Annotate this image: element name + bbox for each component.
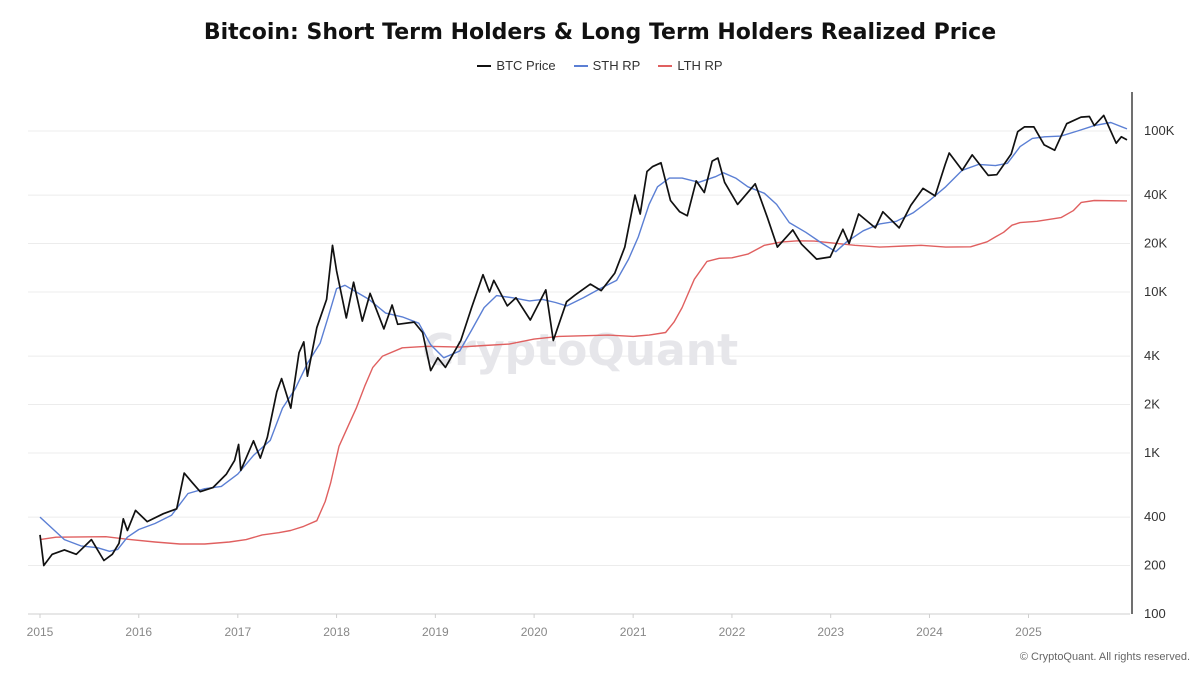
y-tick-label: 40K (1144, 187, 1167, 202)
x-tick-label: 2021 (620, 625, 647, 639)
y-tick-label: 4K (1144, 348, 1160, 363)
x-tick-label: 2017 (224, 625, 251, 639)
legend-swatch-sth-rp (573, 64, 588, 67)
y-tick-label: 20K (1144, 236, 1167, 251)
chart-legend: BTC Price STH RP LTH RP (0, 58, 1200, 73)
chart-title: Bitcoin: Short Term Holders & Long Term … (203, 20, 997, 45)
x-tick-label: 2023 (817, 625, 844, 639)
x-tick-label: 2016 (125, 625, 152, 639)
y-tick-label: 100K (1144, 123, 1175, 138)
y-tick-label: 400 (1144, 509, 1166, 524)
legend-label-lth-rp: LTH RP (677, 58, 723, 73)
y-tick-label: 10K (1144, 284, 1167, 299)
watermark: CryptoQuant (422, 325, 738, 376)
x-tick-label: 2022 (719, 625, 746, 639)
legend-swatch-lth-rp (658, 64, 673, 67)
x-tick-label: 2024 (916, 625, 943, 639)
x-tick-label: 2018 (323, 625, 350, 639)
legend-item-lth-rp[interactable]: LTH RP (658, 58, 723, 73)
legend-swatch-btc-price (477, 64, 492, 67)
legend-label-sth-rp: STH RP (592, 58, 641, 73)
copyright-footer: © CryptoQuant. All rights reserved. (1019, 651, 1190, 663)
axes: 100 200 400 1K 2K 4K 10K 20K 40K 100K 2015 2016 2017… (27, 92, 1175, 639)
series-line-sth-rp (39, 121, 1128, 552)
x-tick-label: 2020 (521, 625, 548, 639)
legend-label-btc-price: BTC Price (496, 58, 556, 73)
y-tick-label: 200 (1144, 558, 1166, 573)
y-tick-label: 2K (1144, 397, 1160, 412)
legend-item-btc-price[interactable]: BTC Price (477, 58, 556, 73)
x-tick-label: 2019 (422, 625, 449, 639)
series-line-btc-price (39, 114, 1128, 567)
legend-item-sth-rp[interactable]: STH RP (573, 58, 641, 73)
y-tick-label: 1K (1144, 445, 1160, 460)
y-tick-label: 100 (1144, 606, 1166, 621)
x-tick-label: 2025 (1015, 625, 1042, 639)
x-tick-label: 2015 (27, 625, 54, 639)
series-line-lth-rp (39, 199, 1128, 545)
grid-lines (28, 130, 1130, 615)
series-lines (39, 114, 1128, 567)
